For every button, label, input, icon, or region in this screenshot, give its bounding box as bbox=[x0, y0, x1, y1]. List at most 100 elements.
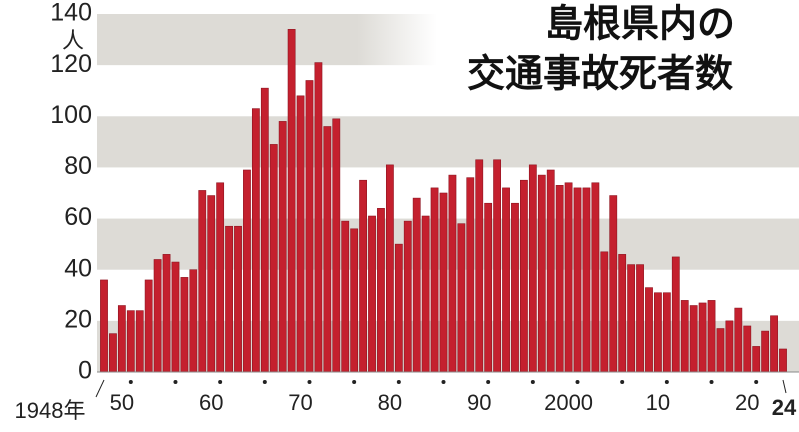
bar bbox=[752, 346, 761, 373]
x-tick-label: 2000 bbox=[544, 390, 593, 415]
bar bbox=[341, 220, 350, 373]
x-dot bbox=[173, 380, 178, 384]
y-tick-label: 100 bbox=[50, 101, 92, 129]
bar bbox=[770, 315, 778, 373]
bar bbox=[305, 80, 314, 373]
bar bbox=[707, 300, 716, 373]
bar bbox=[654, 292, 662, 373]
bar bbox=[466, 177, 475, 373]
bar bbox=[725, 320, 734, 373]
bar bbox=[716, 328, 725, 373]
bar bbox=[225, 225, 233, 373]
y-tick-label: 20 bbox=[64, 305, 92, 333]
bar bbox=[475, 159, 484, 373]
bar bbox=[698, 302, 707, 373]
chart-title: 交通事故死者数 bbox=[467, 52, 733, 96]
bar bbox=[189, 269, 198, 373]
bar bbox=[135, 310, 144, 373]
bar bbox=[537, 174, 546, 373]
bar bbox=[662, 292, 671, 373]
bar bbox=[412, 197, 421, 373]
bar bbox=[761, 330, 770, 373]
y-tick-label: 120 bbox=[50, 50, 92, 78]
y-tick-label: 80 bbox=[64, 152, 92, 180]
bar bbox=[368, 215, 376, 373]
bar bbox=[779, 348, 787, 373]
bar bbox=[269, 144, 278, 373]
bar bbox=[439, 192, 448, 373]
bar bbox=[296, 95, 305, 373]
bar bbox=[573, 187, 582, 373]
y-unit: 人 bbox=[62, 28, 84, 53]
bar bbox=[430, 187, 439, 373]
bar bbox=[394, 243, 403, 373]
grid-band bbox=[97, 14, 497, 66]
bar bbox=[153, 259, 162, 373]
bar bbox=[600, 251, 609, 373]
bar bbox=[403, 220, 412, 373]
x-dot bbox=[441, 380, 446, 384]
bar bbox=[260, 87, 269, 373]
bar bbox=[109, 333, 117, 373]
bar bbox=[216, 182, 225, 373]
x-tick-label: 20 bbox=[735, 390, 759, 415]
bar bbox=[117, 305, 126, 373]
bar bbox=[198, 190, 207, 373]
bar bbox=[680, 300, 689, 373]
y-tick-label: 0 bbox=[78, 357, 92, 385]
x-dot bbox=[709, 380, 714, 384]
bar bbox=[207, 195, 216, 373]
leader bbox=[782, 379, 787, 394]
y-tick-label: 60 bbox=[64, 203, 92, 231]
bar bbox=[100, 279, 108, 373]
bar bbox=[627, 264, 636, 373]
bar bbox=[180, 277, 189, 373]
bar bbox=[564, 182, 573, 373]
x-tick-label: 10 bbox=[646, 390, 670, 415]
bar bbox=[421, 215, 430, 373]
y-tick-label: 140 bbox=[50, 0, 92, 27]
bar bbox=[511, 202, 519, 373]
y-tick-label: 40 bbox=[64, 254, 92, 282]
x-tick-label: 60 bbox=[199, 390, 223, 415]
bar bbox=[457, 223, 466, 373]
x-dot bbox=[218, 380, 223, 384]
x-tick-label: 70 bbox=[288, 390, 312, 415]
bar bbox=[734, 307, 743, 373]
bar bbox=[689, 305, 698, 373]
bar bbox=[171, 261, 180, 373]
bar bbox=[126, 310, 135, 373]
x-tick-label: 80 bbox=[378, 390, 402, 415]
bar bbox=[502, 187, 510, 373]
bar bbox=[287, 29, 296, 373]
bar bbox=[243, 169, 251, 373]
bar bbox=[555, 185, 564, 373]
x-dot bbox=[396, 380, 401, 384]
x-dot bbox=[352, 380, 357, 384]
bar bbox=[162, 254, 171, 373]
bar bbox=[278, 121, 287, 373]
bar bbox=[743, 325, 752, 373]
x-dot bbox=[486, 380, 491, 384]
x-dot bbox=[128, 380, 133, 384]
bar bbox=[546, 169, 555, 373]
x-tick-label: 24 bbox=[772, 395, 797, 420]
x-dot bbox=[620, 380, 625, 384]
bar bbox=[234, 225, 242, 373]
bar bbox=[520, 179, 528, 373]
x-dot bbox=[262, 380, 267, 384]
bar bbox=[332, 118, 341, 373]
x-dot bbox=[664, 380, 669, 384]
bar bbox=[350, 228, 359, 373]
bar bbox=[359, 179, 367, 373]
bar bbox=[636, 264, 644, 373]
bar bbox=[144, 279, 153, 373]
bar bbox=[591, 182, 600, 373]
bar bbox=[385, 164, 394, 373]
bar bbox=[314, 62, 323, 373]
bar bbox=[323, 126, 332, 373]
bar bbox=[582, 187, 591, 373]
bar bbox=[493, 159, 502, 373]
x-dot bbox=[575, 380, 580, 384]
